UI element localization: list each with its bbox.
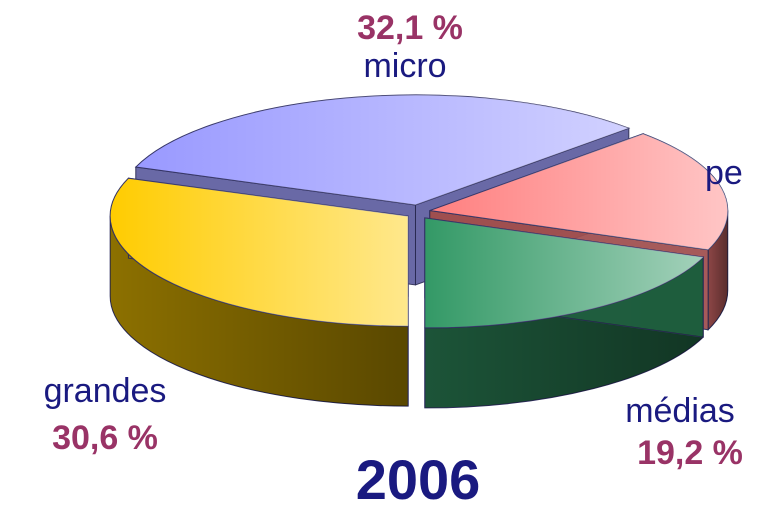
slice-wall-shade (110, 216, 409, 407)
slice-shine (424, 217, 704, 328)
slice-shine (135, 94, 629, 205)
category-label: micro (363, 47, 446, 85)
slice-shine (110, 178, 409, 327)
category-label: grandes (44, 372, 167, 410)
value-label: 19,2 % (637, 434, 743, 472)
value-label: 30,6 % (52, 419, 158, 457)
chart-title: 2006 (356, 448, 481, 506)
slice-wall-shade (424, 257, 704, 408)
slice-shine (429, 133, 728, 250)
category-label: médias (625, 392, 735, 430)
category-label: pe (705, 154, 743, 192)
value-label: 32,1 % (357, 9, 463, 47)
slice-wall-shade (708, 210, 728, 330)
